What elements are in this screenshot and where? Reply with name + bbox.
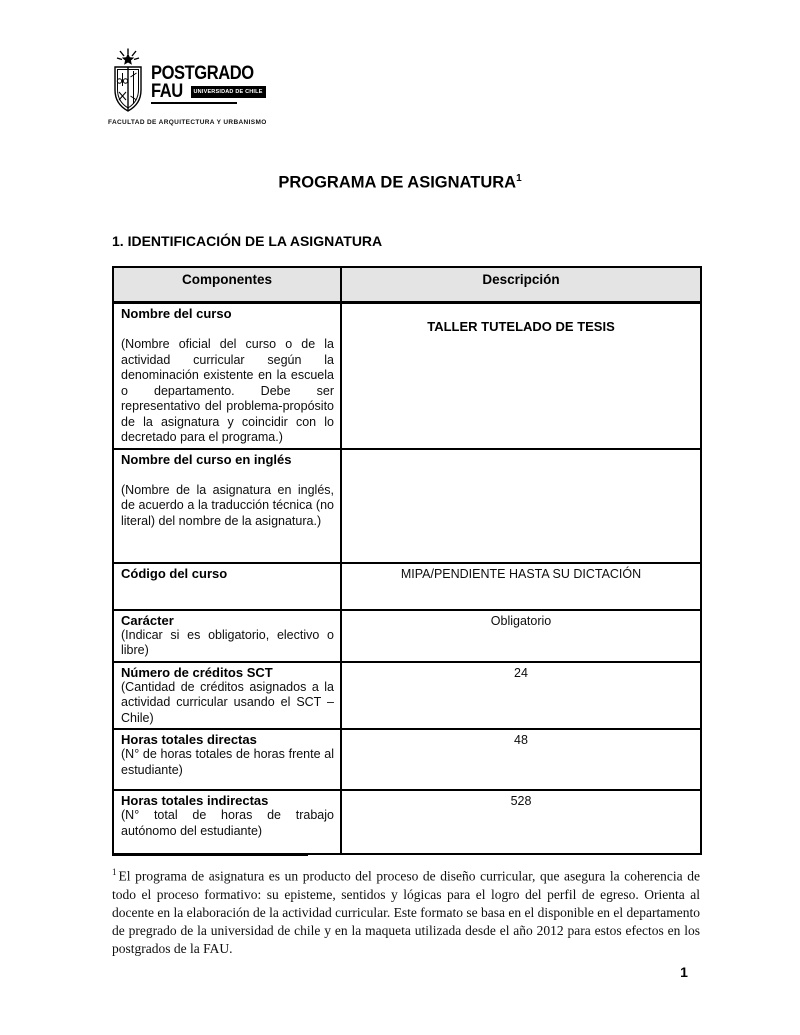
footnote-text: 1 El programa de asignatura es un product… bbox=[112, 863, 700, 958]
component-title: Carácter bbox=[121, 612, 174, 628]
section-1-heading: 1. IDENTIFICACIÓN DE LA ASIGNATURA bbox=[112, 233, 383, 249]
title-footnote-reference: 1 bbox=[516, 173, 522, 184]
component-title: Nombre del curso bbox=[121, 306, 232, 321]
footnote: 1 El programa de asignatura es un product… bbox=[112, 854, 700, 958]
postgrado-fau-logo: POSTGRADO FAU UNIVERSIDAD DE CHILE FACUL… bbox=[108, 48, 269, 126]
logo-postgrado-text: POSTGRADO bbox=[151, 63, 254, 84]
page-number: 1 bbox=[680, 964, 688, 980]
component-note: (N° de horas totales de horas frente al … bbox=[121, 747, 334, 777]
component-title: Número de créditos SCT bbox=[121, 664, 273, 680]
description-value: MIPA/PENDIENTE HASTA SU DICTACIÓN bbox=[400, 566, 642, 581]
description-value: 24 bbox=[514, 665, 528, 680]
component-note: (N° total de horas de trabajo autónomo d… bbox=[121, 808, 334, 838]
component-title: Código del curso bbox=[121, 565, 228, 581]
page-title: PROGRAMA DE ASIGNATURA1 bbox=[0, 173, 800, 193]
table-row: Horas totales directas (N° de horas tota… bbox=[112, 728, 702, 791]
footnote-marker: 1 bbox=[112, 867, 117, 877]
table-row: Número de créditos SCT (Cantidad de créd… bbox=[112, 660, 702, 730]
component-title: Nombre del curso en inglés bbox=[121, 451, 292, 467]
component-title: Horas totales directas bbox=[121, 732, 257, 747]
table-row: Horas totales indirectas (N° total de ho… bbox=[112, 789, 702, 855]
logo-faculty-text: FACULTAD DE ARQUITECTURA Y URBANISMO bbox=[108, 119, 267, 126]
university-crest-icon bbox=[114, 48, 142, 112]
column-header-componentes: Componentes bbox=[112, 266, 342, 304]
description-value: TALLER TUTELADO DE TESIS bbox=[427, 319, 615, 334]
component-note: (Nombre oficial del curso o de la activi… bbox=[121, 337, 334, 444]
description-value: 528 bbox=[510, 794, 532, 808]
table-row: Nombre del curso (Nombre oficial del cur… bbox=[112, 301, 702, 450]
identification-table: Componentes Descripción Nombre del curso… bbox=[112, 266, 702, 855]
table-header-row: Componentes Descripción bbox=[112, 266, 702, 304]
description-value: Obligatorio bbox=[490, 613, 552, 628]
component-note: (Indicar si es obligatorio, electivo o l… bbox=[121, 627, 334, 658]
column-header-descripcion: Descripción bbox=[340, 266, 702, 304]
component-note: (Cantidad de créditos asignados a la act… bbox=[121, 679, 334, 725]
page-title-text: PROGRAMA DE ASIGNATURA bbox=[278, 173, 517, 192]
logo-fau-text: FAU bbox=[151, 81, 183, 102]
table-row: Carácter (Indicar si es obligatorio, ele… bbox=[112, 608, 702, 663]
footnote-separator bbox=[112, 854, 308, 856]
description-value: 48 bbox=[514, 733, 528, 747]
logo-universidad-box: UNIVERSIDAD DE CHILE bbox=[190, 85, 266, 98]
footnote-body: El programa de asignatura es un producto… bbox=[112, 868, 700, 956]
table-row: Código del curso MIPA/PENDIENTE HASTA SU… bbox=[112, 561, 702, 611]
component-title: Horas totales indirectas bbox=[121, 793, 269, 808]
component-note: (Nombre de la asignatura en inglés, de a… bbox=[121, 482, 334, 528]
table-row: Nombre del curso en inglés (Nombre de la… bbox=[112, 447, 702, 564]
